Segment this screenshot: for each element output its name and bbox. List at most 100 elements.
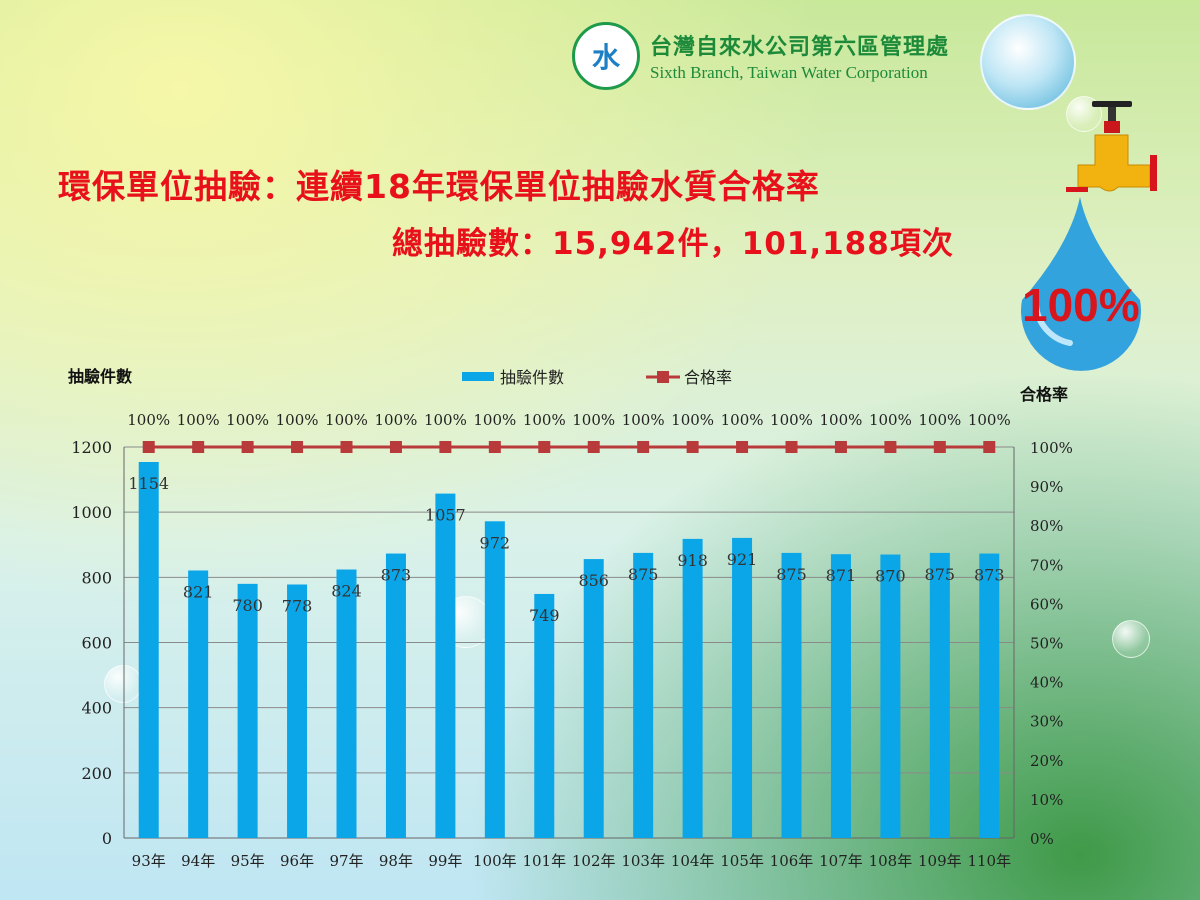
faucet-drop-icon — [1021, 101, 1157, 371]
slide-title: 環保單位抽驗：連續18年環保單位抽驗水質合格率 — [58, 167, 820, 206]
pass-rate-point — [142, 441, 155, 453]
x-tick-label: 108年 — [869, 852, 913, 870]
bar — [682, 538, 703, 838]
bar — [188, 570, 209, 838]
pass-rate-point — [389, 441, 402, 453]
org-name-cn: 台灣自來水公司第六區管理處 — [650, 35, 950, 60]
y-tick-label: 0 — [102, 829, 112, 848]
bar — [830, 554, 851, 838]
pass-rate-point — [488, 441, 501, 453]
y-axis-title: 抽驗件數 — [68, 367, 132, 386]
y2-tick-label: 70% — [1030, 556, 1063, 574]
bar — [979, 553, 1000, 838]
y2-tick-label: 10% — [1030, 791, 1063, 809]
bar-data-label: 921 — [727, 550, 758, 569]
bar-data-label: 875 — [628, 565, 659, 584]
pass-rate-data-label: 100% — [127, 411, 170, 429]
bar — [781, 552, 802, 838]
x-tick-label: 93年 — [132, 852, 166, 870]
y-tick-label: 1200 — [71, 438, 112, 457]
bar-data-label: 824 — [331, 582, 362, 601]
pass-rate-data-label: 100% — [226, 411, 269, 429]
pass-rate-point — [241, 441, 254, 453]
pass-rate-point — [192, 441, 205, 453]
pass-rate-point — [834, 441, 847, 453]
bar — [287, 584, 308, 838]
bar-data-label: 875 — [925, 565, 956, 584]
pass-rate-data-label: 100% — [819, 411, 862, 429]
pass-rate-data-label: 100% — [721, 411, 764, 429]
pass-rate-point — [736, 441, 749, 453]
y2-tick-label: 0% — [1030, 830, 1054, 848]
bar — [534, 593, 555, 838]
y2-tick-label: 40% — [1030, 674, 1063, 692]
bar-data-label: 873 — [381, 566, 412, 585]
pass-rate-point — [983, 441, 996, 453]
slide-subtitle: 總抽驗數：15,942件，101,188項次 — [392, 226, 954, 262]
bar-data-label: 873 — [974, 566, 1005, 585]
legend-swatch-marker — [657, 371, 669, 383]
legend-label-bar: 抽驗件數 — [500, 368, 564, 387]
pass-rate-data-label: 100% — [770, 411, 813, 429]
bar — [880, 554, 901, 838]
pass-rate-point — [933, 441, 946, 453]
pass-rate-data-label: 100% — [918, 411, 961, 429]
y-tick-label: 800 — [81, 568, 112, 587]
pass-rate-point — [439, 441, 452, 453]
pass-rate-data-label: 100% — [968, 411, 1011, 429]
pass-rate-data-label: 100% — [869, 411, 912, 429]
x-tick-label: 104年 — [671, 852, 715, 870]
pass-rate-point — [686, 441, 699, 453]
org-name-en: Sixth Branch, Taiwan Water Corporation — [650, 63, 928, 82]
brand-header: 水 台灣自來水公司第六區管理處 Sixth Branch, Taiwan Wat… — [572, 22, 949, 90]
globe-icon — [980, 14, 1076, 110]
y-tick-label: 1000 — [71, 503, 112, 522]
pass-rate-point — [291, 441, 304, 453]
bar — [435, 493, 456, 838]
bar-data-label: 1057 — [425, 506, 466, 525]
x-tick-label: 106年 — [770, 852, 814, 870]
bar-data-label: 871 — [826, 566, 857, 585]
y2-tick-label: 30% — [1030, 713, 1063, 731]
y2-tick-label: 100% — [1030, 439, 1073, 457]
x-tick-label: 99年 — [428, 852, 462, 870]
pass-rate-data-label: 100% — [523, 411, 566, 429]
pass-rate-data-label: 100% — [473, 411, 516, 429]
bar — [336, 569, 357, 838]
bar-data-label: 870 — [875, 567, 906, 586]
bar — [237, 583, 258, 838]
x-tick-label: 97年 — [329, 852, 363, 870]
x-tick-label: 102年 — [572, 852, 616, 870]
legend-label-line: 合格率 — [684, 368, 732, 387]
pass-rate-data-label: 100% — [671, 411, 714, 429]
y2-tick-label: 90% — [1030, 478, 1063, 496]
pass-rate-point — [785, 441, 798, 453]
pass-rate-data-label: 100% — [276, 411, 319, 429]
y2-tick-label: 50% — [1030, 635, 1063, 653]
bar — [138, 461, 159, 838]
pass-rate-point — [340, 441, 353, 453]
bar-data-label: 856 — [578, 571, 609, 590]
decor-bubble — [1112, 620, 1150, 658]
y2-tick-label: 60% — [1030, 595, 1063, 613]
bar-data-label: 778 — [282, 597, 313, 616]
bar-data-label: 749 — [529, 606, 560, 625]
bar — [929, 552, 950, 838]
bar-data-label: 918 — [677, 551, 708, 570]
bar-data-label: 1154 — [128, 474, 169, 493]
pass-rate-data-label: 100% — [325, 411, 368, 429]
x-tick-label: 105年 — [720, 852, 764, 870]
y2-tick-label: 20% — [1030, 752, 1063, 770]
x-tick-label: 107年 — [819, 852, 863, 870]
bar — [583, 559, 604, 838]
decor-bubble — [104, 665, 142, 703]
bar-data-label: 821 — [183, 582, 214, 601]
y2-axis-title: 合格率 — [1020, 385, 1068, 404]
y-tick-label: 600 — [81, 634, 112, 653]
pass-rate-data-label: 100% — [374, 411, 417, 429]
pass-rate-point — [587, 441, 600, 453]
x-tick-label: 100年 — [473, 852, 517, 870]
pass-rate-point — [637, 441, 650, 453]
bar — [732, 537, 753, 838]
